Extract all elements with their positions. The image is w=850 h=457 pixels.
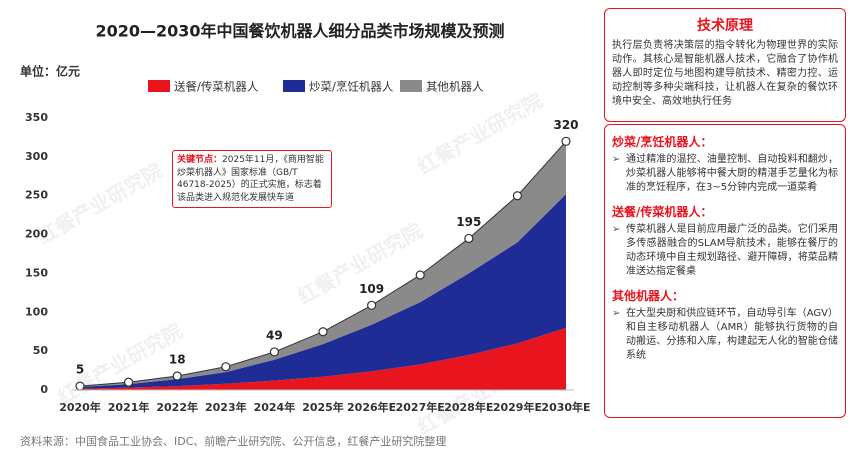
watermark: 红餐产业研究院	[53, 318, 186, 409]
y-tick-label: 200	[25, 228, 48, 241]
bullet: ➢	[612, 224, 621, 235]
total-marker	[512, 191, 523, 201]
y-tick-label: 0	[40, 383, 48, 396]
panel-principle: 技术原理 执行层负责将决策层的指令转化为物理世界的实际动作。其核心是智能机器人技…	[604, 8, 846, 122]
x-tick-label: 2025年	[302, 400, 344, 414]
total-marker	[172, 371, 182, 381]
x-tick-label: 2021年	[108, 400, 150, 414]
total-marker	[75, 381, 85, 391]
annotation: 关键节点：2025年11月，《商用智能炒菜机器人》国家标准（GB/T 46718…	[172, 150, 332, 208]
legend-swatch	[148, 80, 170, 92]
unit-label: 单位：亿元	[20, 64, 80, 79]
chart: 2020—2030年中国餐饮机器人细分品类市场规模及预测 单位：亿元 资料来源：…	[20, 22, 591, 449]
section-item: ➢ 传菜机器人是目前应用最广泛的品类。它们采用多传感器融合的SLAM导航技术，能够…	[612, 223, 838, 279]
area	[80, 194, 566, 389]
total-label: 109	[359, 282, 384, 296]
area	[80, 327, 566, 390]
chart-title: 2020—2030年中国餐饮机器人细分品类市场规模及预测	[95, 22, 504, 41]
x-tick-label: 2029年E	[493, 400, 542, 414]
section-heading: 其他机器人：	[612, 289, 685, 303]
x-tick-label: 2024年	[254, 400, 296, 414]
section-text: 通过精准的温控、油量控制、自动投料和翻炒，炒菜机器人能够将中餐大厨的精湛手艺量化…	[626, 154, 838, 193]
watermark: 红餐产业研究院	[33, 158, 166, 249]
y-tick-label: 100	[25, 305, 48, 318]
bullet: ➢	[612, 308, 621, 319]
x-tick-label: 2028年E	[444, 400, 493, 414]
total-label: 320	[553, 118, 578, 132]
section-heading: 送餐/传菜机器人：	[612, 205, 713, 219]
total-marker	[221, 362, 231, 372]
total-marker	[318, 327, 328, 337]
y-tick-label: 300	[25, 150, 48, 163]
panel-title: 技术原理	[697, 18, 753, 34]
x-tick-label: 2030年E	[541, 400, 590, 414]
y-tick-label: 150	[25, 266, 48, 279]
y-tick-label: 250	[25, 189, 48, 202]
total-marker	[269, 347, 279, 357]
x-tick-label: 2020年	[59, 400, 101, 414]
area	[80, 141, 566, 387]
x-tick-label: 2022年	[156, 400, 198, 414]
total-label: 18	[169, 353, 186, 367]
x-tick-label: 2027年E	[396, 400, 445, 414]
watermark: 红餐产业研究院	[413, 88, 546, 179]
total-label: 195	[456, 215, 481, 229]
panel-intro: 执行层负责将决策层的指令转化为物理世界的实际动作。其核心是智能机器人技术，它融合…	[612, 40, 838, 107]
source: 资料来源：中国食品工业协会、IDC、前瞻产业研究院、公开信息，红餐产业研究院整理	[20, 434, 446, 448]
total-marker	[124, 377, 134, 387]
x-tick-label: 2026年E	[347, 400, 396, 414]
total-marker	[415, 270, 425, 280]
legend-label: 其他机器人	[426, 80, 484, 94]
section-heading: 炒菜/烹饪机器人：	[612, 135, 713, 149]
panel-categories: 炒菜/烹饪机器人： ➢ 通过精准的温控、油量控制、自动投料和翻炒，炒菜机器人能够将…	[604, 124, 846, 418]
y-tick-label: 350	[25, 111, 48, 124]
section-item: ➢ 通过精准的温控、油量控制、自动投料和翻炒，炒菜机器人能够将中餐大厨的精湛手艺量…	[612, 153, 838, 195]
legend-swatch	[400, 80, 422, 92]
total-marker	[561, 136, 571, 146]
legend-swatch	[283, 80, 305, 92]
total-label: 49	[266, 328, 283, 342]
total-marker	[464, 233, 474, 244]
bullet: ➢	[612, 154, 621, 165]
section-text: 传菜机器人是目前应用最广泛的品类。它们采用多传感器融合的SLAM导航技术，能够在…	[626, 224, 838, 277]
annotation-text: 2025年11月，《商用智能炒菜机器人》国家标准（GB/T 46718-2025…	[177, 155, 324, 203]
total-label: 5	[76, 363, 84, 377]
x-tick-label: 2023年	[205, 400, 247, 414]
y-tick-label: 50	[33, 344, 49, 357]
legend-label: 炒菜/烹饪机器人	[309, 80, 394, 94]
annotation-label: 关键节点：	[177, 155, 223, 165]
total-marker	[367, 300, 377, 310]
legend-label: 送餐/传菜机器人	[174, 80, 259, 94]
section-text: 在大型央厨和供应链环节，自动导引车（AGV）和自主移动机器人（AMR）能够执行货…	[626, 308, 838, 361]
section-item: ➢ 在大型央厨和供应链环节，自动导引车（AGV）和自主移动机器人（AMR）能够执行…	[612, 307, 838, 363]
